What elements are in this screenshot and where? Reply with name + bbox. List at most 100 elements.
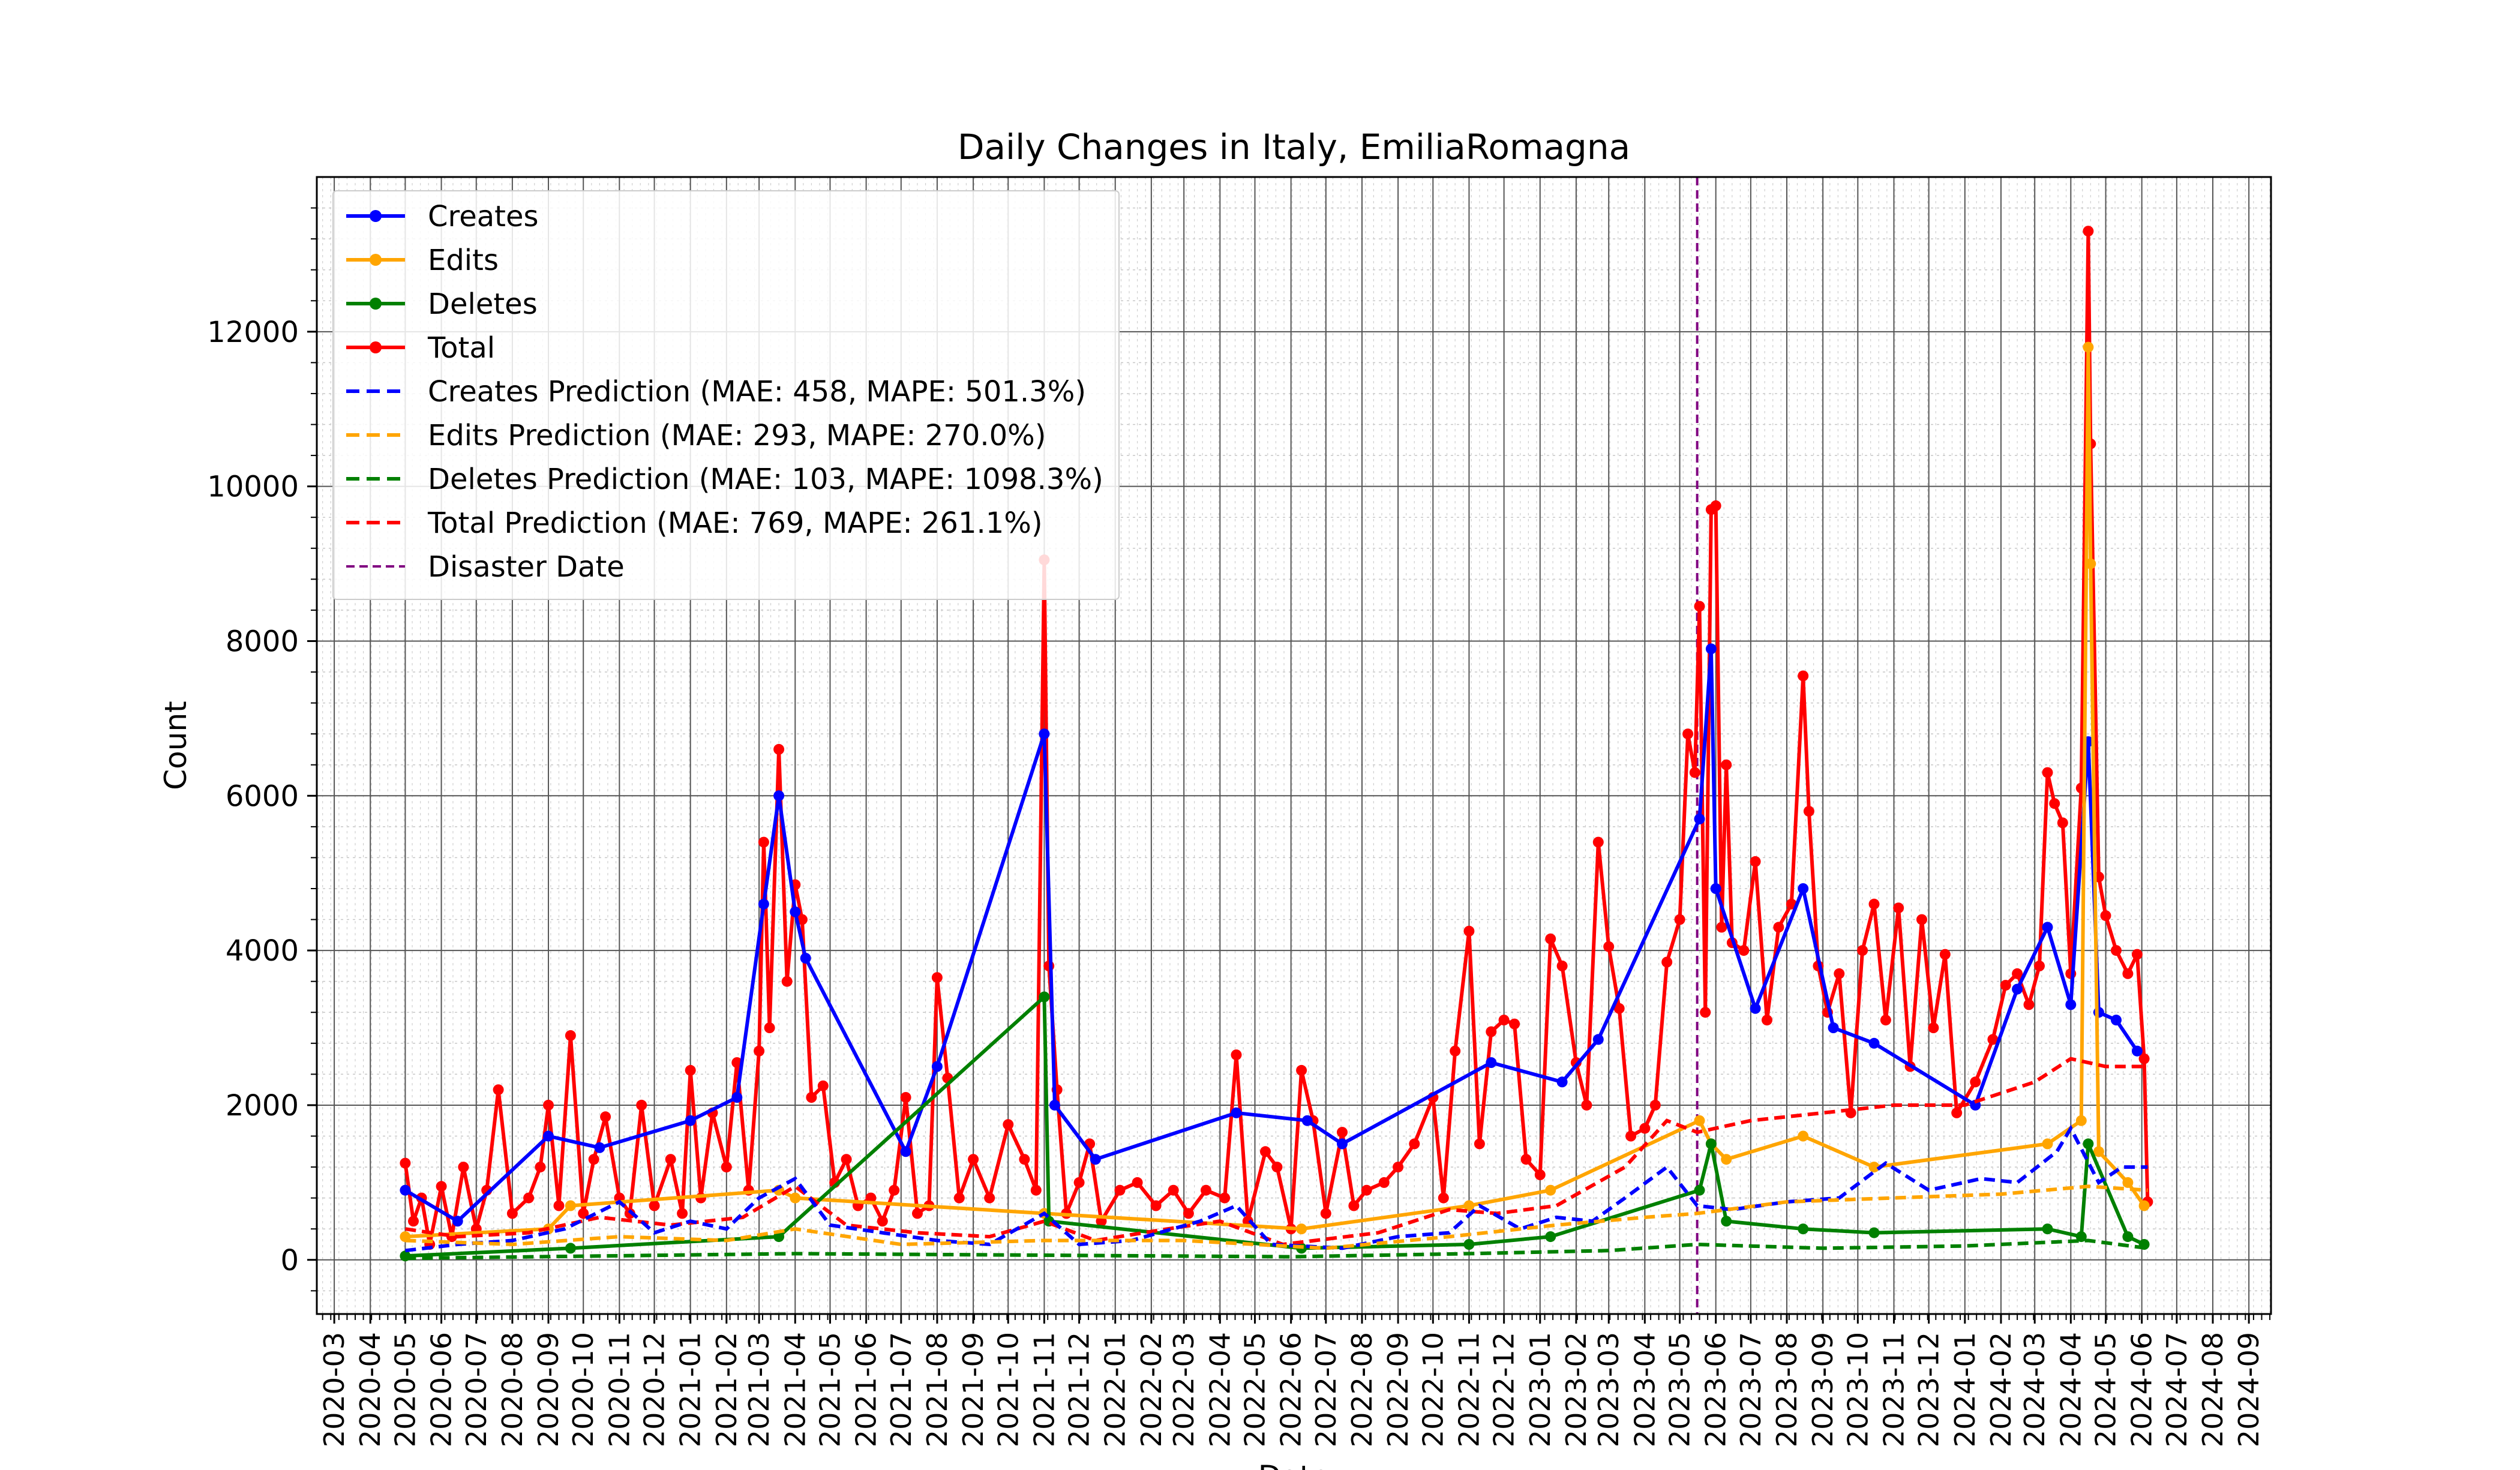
total-point: [2100, 910, 2111, 922]
total-point: [1520, 1154, 1532, 1165]
deletes-point: [1705, 1138, 1717, 1150]
total-point: [1880, 1015, 1891, 1026]
total-point: [677, 1208, 688, 1219]
total-point: [773, 743, 785, 755]
edits-point: [2083, 341, 2094, 353]
total-point: [1803, 806, 1814, 817]
x-tick-label: 2021-03: [743, 1332, 775, 1447]
creates-point: [1868, 1037, 1880, 1049]
total-point: [1750, 856, 1761, 867]
creates-line: [404, 647, 2139, 1223]
deletes-point: [565, 1243, 576, 1254]
total-point: [1716, 922, 1727, 933]
edits-point: [1721, 1154, 1732, 1165]
total-point: [565, 1030, 576, 1041]
total-point: [931, 972, 943, 983]
edits-point: [1798, 1130, 1809, 1142]
total-point: [1296, 1064, 1307, 1076]
creates-point: [2111, 1015, 2122, 1026]
total-point: [1168, 1184, 1179, 1196]
x-tick-label: 2023-05: [1664, 1332, 1696, 1447]
total-point: [1361, 1184, 1372, 1196]
deletes-point: [2042, 1223, 2053, 1235]
x-tick-label: 2024-01: [1949, 1332, 1981, 1447]
creates-point: [1301, 1115, 1313, 1126]
total-point: [889, 1184, 900, 1196]
x-tick-label: 2020-06: [425, 1332, 458, 1447]
creates-point: [2042, 922, 2053, 933]
x-tick-label: 2021-09: [957, 1332, 989, 1447]
total-point: [1939, 949, 1951, 960]
legend-marker-total: [370, 341, 382, 353]
total-point: [649, 1200, 660, 1211]
total-point: [1073, 1177, 1085, 1188]
total-point: [968, 1154, 979, 1165]
creates-point: [543, 1130, 554, 1142]
x-tick-label: 2020-11: [603, 1332, 635, 1447]
edits-point: [790, 1192, 801, 1204]
deletes-point: [1868, 1227, 1880, 1238]
total-point: [1132, 1177, 1143, 1188]
total-point: [458, 1162, 469, 1173]
creates-point: [452, 1216, 463, 1227]
creates-point: [1710, 883, 1721, 894]
total-point: [764, 1022, 775, 1033]
y-axis-label: Count: [158, 701, 193, 790]
total-point: [1393, 1162, 1404, 1173]
total-point: [600, 1111, 611, 1123]
x-axis-label: Date: [1258, 1459, 1330, 1470]
y-tick-label: 10000: [207, 470, 299, 504]
total-point: [1463, 925, 1475, 937]
total-point: [1916, 914, 1927, 925]
legend-label-deletes: Deletes: [428, 287, 538, 321]
total-point: [1661, 956, 1673, 968]
total-point: [1030, 1184, 1042, 1196]
x-tick-label: 2021-08: [921, 1332, 953, 1447]
x-tick-label: 2022-09: [1382, 1332, 1414, 1447]
total-point: [1639, 1123, 1651, 1134]
total-point: [1556, 960, 1568, 971]
y-tick-label: 6000: [226, 779, 299, 813]
total-point: [1762, 1015, 1772, 1026]
total-point: [2000, 980, 2011, 991]
x-tick-label: 2022-11: [1453, 1332, 1485, 1447]
legend-label-disaster-date: Disaster Date: [428, 550, 625, 584]
creates-point: [790, 906, 801, 917]
total-point: [781, 976, 793, 987]
deletes-point: [773, 1231, 785, 1243]
x-tick-label: 2024-08: [2197, 1332, 2229, 1447]
x-tick-label: 2023-02: [1560, 1332, 1592, 1447]
edits-point: [1463, 1200, 1475, 1211]
plot-frame: [316, 176, 2272, 1315]
y-tick-label: 0: [280, 1244, 299, 1277]
legend-label-total: Total: [427, 331, 495, 365]
total-point: [1798, 670, 1809, 682]
creates-point: [594, 1142, 605, 1153]
legend-label-deletes-prediction: Deletes Prediction (MAE: 103, MAPE: 1098…: [428, 463, 1103, 496]
creates-point: [1694, 814, 1705, 824]
total-point: [2138, 1053, 2150, 1064]
total-point: [900, 1092, 911, 1103]
x-tick-label: 2021-06: [850, 1332, 883, 1447]
total-point: [2049, 798, 2060, 809]
creates-point: [1592, 1034, 1604, 1045]
total-point: [493, 1084, 504, 1096]
y-tick-label: 8000: [226, 625, 299, 658]
total-line: [403, 229, 2150, 1246]
creates-point: [2131, 1045, 2143, 1057]
total-point: [841, 1154, 852, 1165]
y-tick-label: 2000: [226, 1089, 299, 1123]
total-point: [2131, 949, 2143, 960]
total-point: [1231, 1049, 1242, 1061]
legend-label-edits: Edits: [428, 244, 499, 277]
total-point: [1581, 1099, 1592, 1111]
total-point: [543, 1099, 554, 1111]
total-point: [1498, 1015, 1510, 1026]
creates-point: [773, 790, 785, 802]
total-point: [1019, 1154, 1030, 1165]
edits-point: [1545, 1184, 1556, 1196]
total-point: [636, 1099, 647, 1111]
legend-label-creates: Creates: [428, 200, 539, 233]
total-point: [2034, 960, 2045, 971]
